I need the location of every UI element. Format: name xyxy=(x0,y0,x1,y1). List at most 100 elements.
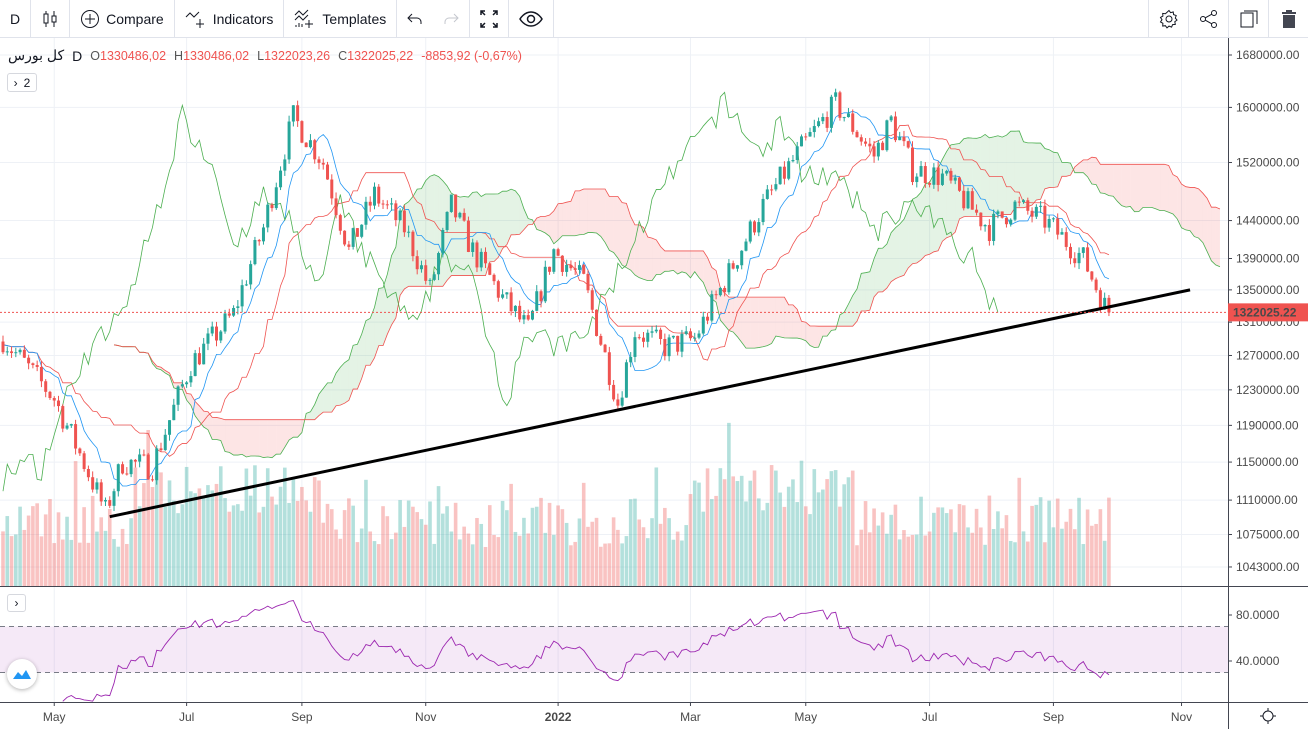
volume-bar xyxy=(735,481,740,586)
cloud-segment xyxy=(660,246,665,275)
volume-bar xyxy=(261,506,266,586)
candle-body xyxy=(795,146,799,160)
redo-button[interactable] xyxy=(433,0,471,38)
cloud-segment xyxy=(1202,193,1208,252)
cloud-segment xyxy=(980,134,986,217)
candle-body xyxy=(22,349,26,358)
volume-bar xyxy=(936,507,940,586)
candle-body xyxy=(338,215,342,231)
indicators-label: Indicators xyxy=(212,10,274,27)
volume-bar xyxy=(846,477,851,586)
delete-button[interactable] xyxy=(1268,0,1308,38)
volume-bar xyxy=(227,511,232,586)
candle-body xyxy=(552,249,556,272)
candle-body xyxy=(1017,201,1021,203)
trash-icon xyxy=(1281,9,1297,28)
volume-bar xyxy=(415,512,419,586)
candle-body xyxy=(923,166,927,184)
candle-body xyxy=(697,333,701,338)
cloud-segment xyxy=(327,382,332,413)
cloud-segment xyxy=(165,370,170,376)
volume-bar xyxy=(872,508,876,586)
fullscreen-button[interactable] xyxy=(470,0,510,38)
candle-body xyxy=(44,381,48,392)
volume-bar xyxy=(974,508,979,586)
cloud-segment xyxy=(344,359,349,404)
interval-button[interactable]: D xyxy=(0,0,32,38)
cloud-segment xyxy=(916,192,922,263)
candle-body xyxy=(1056,218,1060,235)
redo-icon xyxy=(443,12,459,26)
candle-body xyxy=(398,210,402,221)
candle-body xyxy=(372,186,376,206)
volume-bar xyxy=(910,534,915,586)
volume-bar xyxy=(31,506,35,586)
compare-button[interactable]: Compare xyxy=(70,0,175,38)
volume-bar xyxy=(236,504,240,586)
symbol-name[interactable]: کل بورس xyxy=(8,47,65,63)
volume-bar xyxy=(744,501,748,586)
templates-button[interactable]: Templates xyxy=(284,0,398,38)
volume-bar xyxy=(496,537,501,586)
candle-body xyxy=(919,166,923,177)
candle-body xyxy=(543,266,547,302)
snapshot-button[interactable] xyxy=(1228,0,1268,38)
undo-button[interactable] xyxy=(397,0,433,38)
cloud-segment xyxy=(511,189,516,235)
chart-type-button[interactable] xyxy=(31,0,71,38)
candle-body xyxy=(1094,279,1098,291)
candle-body xyxy=(778,166,782,185)
candle-body xyxy=(1030,210,1034,217)
volume-bar xyxy=(671,539,676,586)
candle-body xyxy=(812,126,816,133)
chart-canvas[interactable]: 1680000.00 1600000.00 1520000.00 1440000.00… xyxy=(0,38,1308,729)
volume-bar xyxy=(1008,540,1013,586)
cloud-segment xyxy=(468,192,473,276)
candle-body xyxy=(842,117,846,119)
share-button[interactable] xyxy=(1188,0,1228,38)
kijun-line xyxy=(2,124,1110,457)
volume-bar xyxy=(616,529,620,586)
axis-settings-gear-icon[interactable] xyxy=(1260,708,1276,729)
time-tick-label: Nov xyxy=(1171,710,1192,724)
candle-body xyxy=(347,244,351,247)
indicators-collapse-button[interactable]: › 2 xyxy=(7,73,37,92)
cloud-segment xyxy=(1002,135,1007,215)
rsi-legend-toggle[interactable]: › xyxy=(7,594,26,612)
candle-body xyxy=(586,273,590,291)
candle-body xyxy=(441,229,445,254)
cloud-segment xyxy=(528,218,533,225)
candle-body xyxy=(590,290,594,310)
trendline-drawing[interactable] xyxy=(109,288,1191,519)
settings-button[interactable] xyxy=(1148,0,1188,38)
volume-bar xyxy=(842,484,846,586)
indicators-button[interactable]: Indicators xyxy=(175,0,285,38)
cloud-segment xyxy=(690,250,695,278)
volume-bar xyxy=(475,517,479,586)
cloud-segment xyxy=(908,199,913,268)
candle-body xyxy=(799,136,803,147)
price-tick-label: 1390000.00 xyxy=(1236,252,1300,266)
candle-body xyxy=(808,132,812,137)
volume-bar xyxy=(825,479,829,586)
candle-body xyxy=(39,366,43,382)
gear-icon xyxy=(1159,9,1179,29)
candle-body xyxy=(530,310,534,320)
tradingview-logo-icon[interactable] xyxy=(7,659,37,689)
candle-body xyxy=(791,159,795,162)
templates-label: Templates xyxy=(322,10,387,27)
cloud-segment xyxy=(805,322,811,346)
cloud-segment xyxy=(1126,164,1131,208)
candle-body xyxy=(740,250,744,266)
volume-bar xyxy=(99,517,104,586)
cloud-segment xyxy=(1215,207,1220,267)
volume-bar xyxy=(953,532,958,586)
cloud-segment xyxy=(673,250,678,275)
volume-bar xyxy=(73,461,78,586)
visibility-button[interactable] xyxy=(509,0,555,38)
volume-bar xyxy=(893,504,898,586)
grid xyxy=(0,38,1228,702)
candle-body xyxy=(334,198,338,216)
volume-bar xyxy=(552,534,556,586)
rsi-pane xyxy=(0,586,1308,702)
